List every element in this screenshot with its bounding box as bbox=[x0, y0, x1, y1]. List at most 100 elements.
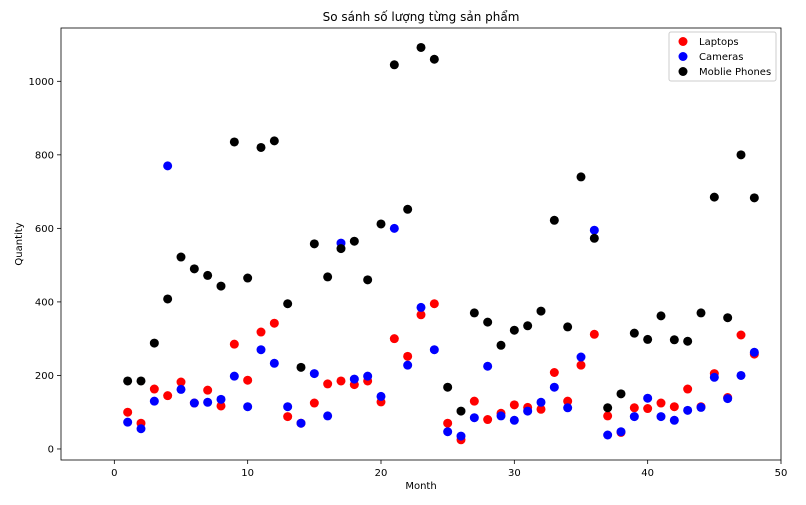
x-tick-label: 0 bbox=[111, 468, 117, 479]
point-laptops bbox=[536, 404, 546, 414]
point-cameras bbox=[403, 360, 413, 370]
point-laptops bbox=[549, 367, 559, 377]
point-mobile-phones bbox=[349, 236, 359, 246]
point-cameras bbox=[496, 411, 506, 421]
point-mobile-phones bbox=[389, 60, 399, 70]
point-mobile-phones bbox=[136, 376, 146, 386]
point-mobile-phones bbox=[456, 406, 466, 416]
point-cameras bbox=[536, 397, 546, 407]
point-laptops bbox=[629, 403, 639, 413]
point-cameras bbox=[309, 369, 319, 379]
point-mobile-phones bbox=[229, 137, 239, 147]
point-laptops bbox=[336, 376, 346, 386]
point-mobile-phones bbox=[363, 275, 373, 285]
point-mobile-phones bbox=[189, 264, 199, 274]
point-cameras bbox=[376, 391, 386, 401]
point-laptops bbox=[216, 401, 226, 411]
point-cameras bbox=[603, 430, 613, 440]
point-mobile-phones bbox=[256, 142, 266, 152]
point-cameras bbox=[363, 371, 373, 381]
point-mobile-phones bbox=[123, 376, 133, 386]
point-laptops bbox=[563, 396, 573, 406]
point-laptops bbox=[389, 334, 399, 344]
legend: Laptops Cameras Moblie Phones bbox=[668, 31, 777, 82]
point-laptops bbox=[483, 415, 493, 425]
point-mobile-phones bbox=[269, 136, 279, 146]
point-laptops bbox=[163, 391, 173, 401]
point-cameras bbox=[149, 396, 159, 406]
point-mobile-phones bbox=[309, 239, 319, 249]
y-axis: 0 200 400 600 800 1000 bbox=[29, 77, 61, 455]
point-cameras bbox=[576, 352, 586, 362]
point-mobile-phones bbox=[149, 338, 159, 348]
point-mobile-phones bbox=[203, 270, 213, 280]
point-laptops bbox=[603, 411, 613, 421]
point-cameras bbox=[549, 382, 559, 392]
point-cameras bbox=[589, 225, 599, 235]
point-cameras bbox=[669, 415, 679, 425]
point-mobile-phones bbox=[509, 325, 519, 335]
point-mobile-phones bbox=[163, 294, 173, 304]
point-laptops bbox=[283, 412, 293, 422]
point-laptops bbox=[576, 360, 586, 370]
point-laptops bbox=[176, 377, 186, 387]
legend-entry-cameras: Cameras bbox=[699, 52, 743, 63]
point-laptops bbox=[443, 418, 453, 428]
point-mobile-phones bbox=[643, 334, 653, 344]
point-cameras bbox=[229, 371, 239, 381]
point-cameras bbox=[723, 394, 733, 404]
point-cameras bbox=[189, 398, 199, 408]
point-laptops bbox=[589, 329, 599, 339]
point-mobile-phones bbox=[403, 204, 413, 214]
point-cameras bbox=[696, 402, 706, 412]
point-cameras bbox=[163, 161, 173, 171]
point-mobile-phones bbox=[216, 281, 226, 291]
point-laptops bbox=[669, 402, 679, 412]
point-laptops bbox=[149, 384, 159, 394]
point-cameras bbox=[616, 427, 626, 437]
point-mobile-phones bbox=[709, 192, 719, 202]
point-mobile-phones bbox=[176, 252, 186, 262]
points-layer bbox=[123, 42, 759, 445]
x-tick-label: 40 bbox=[641, 468, 654, 479]
point-mobile-phones bbox=[669, 335, 679, 345]
point-laptops bbox=[256, 327, 266, 337]
point-laptops bbox=[469, 396, 479, 406]
point-laptops bbox=[323, 379, 333, 389]
point-laptops bbox=[269, 318, 279, 328]
legend-entry-mobile-phones: Moblie Phones bbox=[699, 67, 771, 78]
point-cameras bbox=[483, 361, 493, 371]
point-mobile-phones bbox=[243, 273, 253, 283]
point-laptops bbox=[403, 351, 413, 361]
point-cameras bbox=[296, 418, 306, 428]
y-tick-label: 800 bbox=[35, 150, 54, 161]
point-mobile-phones bbox=[656, 311, 666, 321]
point-mobile-phones bbox=[376, 219, 386, 229]
point-laptops bbox=[683, 384, 693, 394]
point-mobile-phones bbox=[443, 382, 453, 392]
point-cameras bbox=[443, 427, 453, 437]
point-mobile-phones bbox=[496, 340, 506, 350]
point-mobile-phones bbox=[749, 193, 759, 203]
point-laptops bbox=[736, 330, 746, 340]
point-mobile-phones bbox=[683, 336, 693, 346]
point-mobile-phones bbox=[469, 308, 479, 318]
point-cameras bbox=[683, 405, 693, 415]
point-mobile-phones bbox=[323, 272, 333, 282]
point-cameras bbox=[469, 413, 479, 423]
point-mobile-phones bbox=[736, 150, 746, 160]
legend-box bbox=[668, 31, 777, 82]
point-mobile-phones bbox=[336, 244, 346, 254]
point-laptops bbox=[656, 398, 666, 408]
point-cameras bbox=[203, 397, 213, 407]
point-cameras bbox=[749, 347, 759, 357]
point-mobile-phones bbox=[549, 215, 559, 225]
point-cameras bbox=[709, 372, 719, 382]
point-cameras bbox=[349, 374, 359, 384]
point-cameras bbox=[389, 223, 399, 233]
x-tick-label: 50 bbox=[775, 468, 788, 479]
point-mobile-phones bbox=[283, 299, 293, 309]
point-laptops bbox=[509, 400, 519, 410]
legend-marker-mobile-phones bbox=[678, 67, 688, 76]
